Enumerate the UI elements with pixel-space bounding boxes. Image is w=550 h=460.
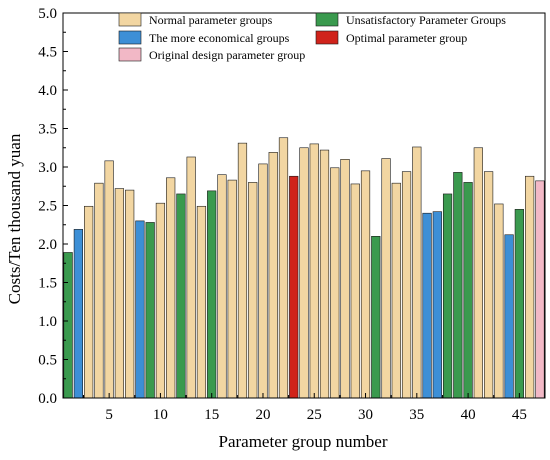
y-tick-label: 0.5: [38, 353, 57, 369]
legend-label-optimal: Optimal parameter group: [346, 31, 467, 45]
x-tick-label: 35: [409, 407, 424, 423]
x-tick-label: 5: [105, 407, 113, 423]
bars-layer: [63, 137, 545, 399]
bar-18: [237, 142, 248, 399]
y-axis-title: Costs/Ten thousand yuan: [5, 133, 24, 304]
y-tick-label: 3.0: [38, 160, 57, 176]
legend-swatch-normal: [118, 12, 142, 27]
y-tick-label: 1.5: [38, 276, 57, 292]
bar-11: [166, 177, 176, 399]
bar-23: [289, 175, 299, 399]
bar-2: [73, 229, 83, 399]
x-tick-label: 10: [153, 407, 168, 423]
bar-43: [494, 203, 504, 399]
bar-19: [248, 182, 258, 399]
bar-46: [525, 175, 535, 399]
bar-41: [473, 147, 483, 399]
bar-25: [309, 143, 319, 399]
bar-27: [330, 167, 340, 399]
y-tick-label: 3.5: [38, 122, 57, 138]
x-tick-label: 30: [358, 407, 373, 423]
bar-33: [391, 182, 401, 399]
bar-24: [299, 147, 309, 399]
bar-31: [371, 236, 381, 399]
bar-6: [114, 188, 125, 399]
bar-39: [453, 172, 463, 399]
bar-1: [63, 252, 73, 399]
x-tick-label: 40: [461, 407, 476, 423]
bar-47: [535, 180, 545, 399]
legend-label-original: Original design parameter group: [149, 48, 305, 62]
bar-15: [207, 190, 217, 399]
bar-8: [135, 220, 145, 399]
x-axis-title: Parameter group number: [219, 432, 388, 451]
bar-38: [442, 193, 453, 399]
bar-17: [227, 179, 237, 399]
bar-36: [422, 212, 432, 399]
legend-label-econ: The more economical groups: [149, 31, 290, 45]
legend: Normal parameter groups Unsatisfactory Pa…: [118, 12, 506, 62]
bar-29: [350, 183, 360, 399]
legend-swatch-original: [118, 47, 142, 62]
bar-20: [258, 163, 268, 399]
y-tick-label: 0.0: [38, 391, 57, 407]
bar-16: [217, 174, 227, 399]
bar-37: [432, 211, 442, 399]
bar-26: [319, 149, 330, 399]
bar-22: [278, 137, 289, 399]
bar-32: [381, 158, 391, 399]
bar-21: [268, 152, 278, 399]
bar-42: [483, 171, 494, 399]
bar-14: [196, 205, 207, 399]
bar-44: [504, 234, 514, 399]
x-tick-label: 45: [512, 407, 527, 423]
bar-10: [155, 202, 166, 399]
x-tick-label: 20: [255, 407, 270, 423]
y-tick-label: 2.5: [38, 199, 57, 215]
bar-7: [125, 189, 135, 399]
legend-swatch-econ: [118, 30, 142, 45]
bar-3: [84, 205, 94, 399]
legend-label-normal: Normal parameter groups: [149, 13, 273, 27]
bar-12: [176, 193, 186, 399]
y-tick-label: 2.0: [38, 237, 57, 253]
y-tick-label: 5.0: [38, 6, 57, 22]
bar-34: [401, 171, 412, 399]
axes-layer: 0.0 0.5 1.0 1.5 2.0 2.5 3.0 3.5 4.0 4.5 5.0 5 10 15 20…: [38, 6, 527, 423]
bar-9: [145, 222, 155, 399]
bar-40: [463, 182, 473, 399]
legend-swatch-unsat: [315, 12, 339, 27]
bar-45: [514, 209, 524, 399]
x-tick-label: 25: [307, 407, 322, 423]
bar-28: [340, 159, 350, 399]
y-tick-label: 4.0: [38, 83, 57, 99]
y-tick-label: 1.0: [38, 314, 57, 330]
legend-swatch-optimal: [315, 30, 339, 45]
bar-5: [104, 160, 114, 399]
bar-35: [412, 146, 422, 399]
bar-4: [94, 182, 104, 399]
x-tick-label: 15: [204, 407, 219, 423]
legend-label-unsat: Unsatisfactory Parameter Groups: [346, 13, 506, 27]
bar-30: [360, 170, 371, 399]
bar-13: [186, 156, 196, 399]
y-tick-label: 4.5: [38, 45, 57, 61]
